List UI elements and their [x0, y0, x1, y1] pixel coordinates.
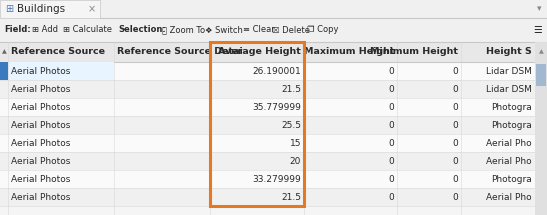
Bar — [535, 62, 547, 215]
Bar — [0, 0, 547, 18]
Text: Field:: Field: — [4, 26, 31, 34]
Text: Reference Source: Reference Source — [11, 48, 105, 57]
Text: Lidar DSM: Lidar DSM — [486, 84, 532, 94]
Text: 33.279999: 33.279999 — [252, 175, 301, 183]
Text: 0: 0 — [452, 103, 458, 112]
Bar — [0, 0, 100, 18]
Bar — [397, 42, 461, 62]
Text: 15: 15 — [289, 138, 301, 147]
Bar — [535, 42, 547, 62]
Text: 0: 0 — [388, 157, 394, 166]
Bar — [8, 42, 114, 62]
Text: Aerial Pho: Aerial Pho — [486, 138, 532, 147]
Text: ×: × — [88, 4, 96, 14]
Text: Maximum Height: Maximum Height — [304, 48, 394, 57]
Text: 0: 0 — [388, 175, 394, 183]
Text: 0: 0 — [388, 103, 394, 112]
Text: 🔍 Zoom To: 🔍 Zoom To — [162, 26, 205, 34]
Text: 25.5: 25.5 — [281, 120, 301, 129]
Text: ❖ Switch: ❖ Switch — [205, 26, 243, 34]
Text: ⊞ Add: ⊞ Add — [32, 26, 58, 34]
Text: 0: 0 — [452, 120, 458, 129]
Text: ⊞ Calculate: ⊞ Calculate — [63, 26, 112, 34]
Text: Aerial Photos: Aerial Photos — [11, 157, 71, 166]
Bar — [0, 62, 8, 80]
Text: 0: 0 — [452, 66, 458, 75]
Text: 0: 0 — [388, 84, 394, 94]
Text: ▾: ▾ — [537, 5, 541, 14]
Bar — [0, 80, 535, 98]
Bar — [461, 42, 535, 62]
Text: ▲: ▲ — [2, 49, 7, 54]
Text: Aerial Photos: Aerial Photos — [11, 192, 71, 201]
Text: Aerial Photos: Aerial Photos — [11, 84, 71, 94]
Text: Aerial Photos: Aerial Photos — [11, 66, 71, 75]
Text: Photogra: Photogra — [491, 120, 532, 129]
Text: ⊞: ⊞ — [5, 4, 13, 14]
Text: Aerial Photos: Aerial Photos — [11, 138, 71, 147]
Bar — [210, 42, 304, 62]
Text: 0: 0 — [452, 157, 458, 166]
Bar — [0, 116, 535, 134]
Text: Average Height: Average Height — [218, 48, 301, 57]
Bar — [0, 170, 535, 188]
Text: Minimum Height: Minimum Height — [370, 48, 458, 57]
Text: ☒ Delete: ☒ Delete — [272, 26, 310, 34]
Text: 0: 0 — [388, 66, 394, 75]
Text: 0: 0 — [452, 192, 458, 201]
Bar — [8, 62, 114, 80]
Text: 0: 0 — [452, 84, 458, 94]
Bar — [0, 42, 8, 62]
Bar — [0, 152, 535, 170]
Text: 21.5: 21.5 — [281, 84, 301, 94]
Text: 0: 0 — [388, 192, 394, 201]
Text: 0: 0 — [388, 120, 394, 129]
Text: Aerial Photos: Aerial Photos — [11, 103, 71, 112]
Text: Aerial Pho: Aerial Pho — [486, 192, 532, 201]
Text: Reference Source Detai: Reference Source Detai — [117, 48, 243, 57]
Text: 0: 0 — [452, 138, 458, 147]
Text: Lidar DSM: Lidar DSM — [486, 66, 532, 75]
Bar — [0, 62, 535, 80]
Text: Selection:: Selection: — [118, 26, 166, 34]
Bar — [0, 98, 535, 116]
Text: 35.779999: 35.779999 — [252, 103, 301, 112]
Text: Photogra: Photogra — [491, 175, 532, 183]
Text: 0: 0 — [452, 175, 458, 183]
Text: Height S: Height S — [486, 48, 532, 57]
Text: ▲: ▲ — [539, 49, 543, 54]
Text: Aerial Photos: Aerial Photos — [11, 120, 71, 129]
Text: 26.190001: 26.190001 — [252, 66, 301, 75]
Bar — [0, 134, 535, 152]
Bar — [210, 42, 304, 206]
Text: ≡ Clear: ≡ Clear — [243, 26, 275, 34]
Text: ❐ Copy: ❐ Copy — [307, 26, 339, 34]
Text: Buildings: Buildings — [17, 4, 65, 14]
Bar — [114, 42, 210, 62]
Text: 21.5: 21.5 — [281, 192, 301, 201]
Bar — [0, 18, 547, 42]
Text: Aerial Photos: Aerial Photos — [11, 175, 71, 183]
Text: ☰: ☰ — [533, 25, 542, 35]
Text: 0: 0 — [388, 138, 394, 147]
Bar — [536, 64, 546, 86]
Bar — [0, 42, 547, 62]
Bar — [0, 188, 535, 206]
Text: Aerial Pho: Aerial Pho — [486, 157, 532, 166]
Bar — [304, 42, 397, 62]
Text: 20: 20 — [289, 157, 301, 166]
Text: Photogra: Photogra — [491, 103, 532, 112]
